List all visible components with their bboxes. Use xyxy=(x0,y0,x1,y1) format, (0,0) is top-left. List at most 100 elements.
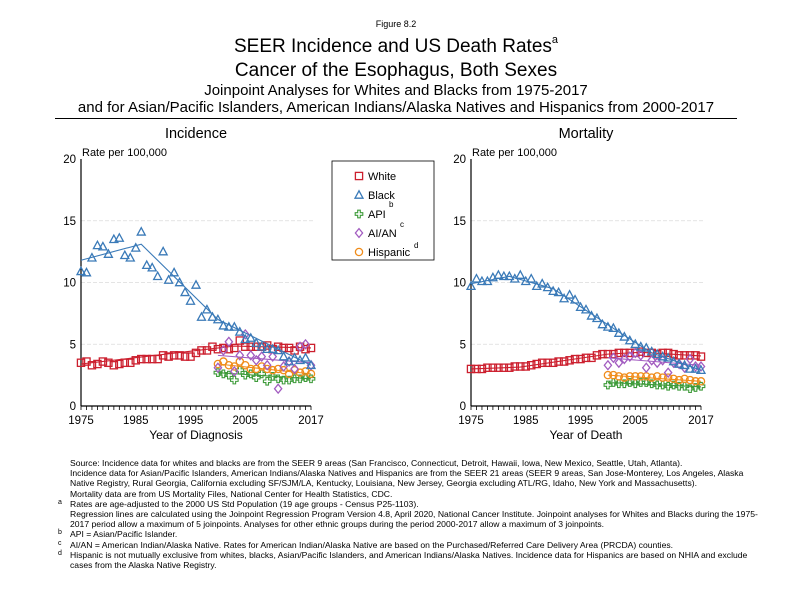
y-tick-label: 15 xyxy=(453,216,466,228)
x-tick-label: 1995 xyxy=(178,415,204,427)
data-point xyxy=(130,242,141,252)
data-point xyxy=(658,380,668,390)
footnote-mark: d xyxy=(58,549,62,557)
data-point xyxy=(537,278,548,288)
data-point xyxy=(636,349,646,361)
legend-label: Black xyxy=(368,190,395,202)
data-point xyxy=(273,383,283,395)
data-point xyxy=(641,362,651,374)
data-point xyxy=(663,348,673,358)
data-point xyxy=(218,320,229,330)
data-point xyxy=(256,341,267,351)
data-point xyxy=(179,286,191,297)
data-point xyxy=(93,359,102,369)
data-point xyxy=(108,233,119,244)
data-point xyxy=(663,367,673,379)
data-point xyxy=(614,357,624,369)
footnote: Mortality data are from US Mortality Fil… xyxy=(58,489,758,499)
trend-line xyxy=(80,243,312,366)
data-point xyxy=(229,375,239,385)
legend-footnote-mark: b xyxy=(389,200,394,209)
y-tick-label: 5 xyxy=(460,339,466,351)
x-tick-label: 1985 xyxy=(123,415,149,427)
data-point xyxy=(119,249,130,260)
data-point xyxy=(142,354,151,364)
footnote-text: API = Asian/Pacific Islander. xyxy=(70,529,178,540)
trend-line xyxy=(470,275,702,371)
legend-item-black: Black xyxy=(353,189,395,202)
chart-subtitle-2: Joinpoint Analyses for Whites and Blacks… xyxy=(204,82,588,99)
data-point xyxy=(515,269,526,279)
footnote-mark: c xyxy=(58,539,62,547)
x-tick-label: 1985 xyxy=(513,415,539,427)
footnote-mark: a xyxy=(58,498,62,506)
data-point xyxy=(630,347,640,359)
data-point xyxy=(591,312,603,323)
chart-subtitle-3: and for Asian/Pacific Islanders, America… xyxy=(77,99,715,116)
data-point xyxy=(131,356,141,365)
footnote: a Rates are age-adjusted to the 2000 US S… xyxy=(58,499,758,509)
x-tick-label: 2017 xyxy=(298,415,324,427)
legend-item-aian: AI/ANc xyxy=(354,220,404,240)
data-point xyxy=(268,351,278,363)
data-point xyxy=(680,374,689,384)
data-point xyxy=(230,343,239,353)
y-tick-label: 10 xyxy=(453,278,466,290)
data-point xyxy=(663,352,674,362)
legend-label: White xyxy=(368,171,396,183)
data-point xyxy=(510,362,520,371)
footnote: b API = Asian/Pacific Islander. xyxy=(58,529,758,539)
footnote-text: Hispanic is not mutually exclusive from … xyxy=(70,549,748,571)
data-point xyxy=(125,252,136,262)
data-point xyxy=(587,353,596,363)
legend-footnote-mark: c xyxy=(400,220,404,229)
data-point xyxy=(267,343,278,354)
y-tick-label: 0 xyxy=(460,401,466,413)
data-point xyxy=(136,226,147,236)
data-point xyxy=(169,267,180,277)
x-tick-label: 1975 xyxy=(458,415,484,427)
series-hispanic xyxy=(603,370,706,386)
data-point xyxy=(658,373,667,382)
data-point xyxy=(597,318,608,329)
data-point xyxy=(553,286,564,297)
y-axis-label: Rate per 100,000 xyxy=(472,147,557,159)
data-point xyxy=(696,352,706,361)
data-point xyxy=(164,352,173,361)
data-point xyxy=(290,363,300,375)
data-point xyxy=(224,336,234,348)
data-point xyxy=(174,276,185,287)
data-point xyxy=(262,359,272,371)
data-point xyxy=(652,372,662,381)
data-point xyxy=(201,304,213,314)
data-point xyxy=(191,348,201,358)
footnote: c AI/AN = American Indian/Alaska Native. … xyxy=(58,540,758,550)
data-point xyxy=(603,359,613,371)
data-point xyxy=(251,337,262,347)
square-marker-icon xyxy=(354,171,364,181)
data-point xyxy=(504,270,515,281)
chart-subtitle: Cancer of the Esophagus, Both Sexes xyxy=(234,60,558,81)
data-point xyxy=(465,280,477,291)
data-point xyxy=(115,359,124,369)
panel-title: Mortality xyxy=(559,126,615,142)
data-point xyxy=(620,373,629,382)
circle-marker-icon xyxy=(354,247,364,257)
data-point xyxy=(498,270,509,281)
cross-marker-icon xyxy=(354,209,364,219)
data-point xyxy=(564,289,575,299)
series-black xyxy=(465,269,707,375)
data-point xyxy=(180,352,190,361)
footnote-text: Source: Incidence data for whites and bl… xyxy=(70,458,683,468)
data-point xyxy=(608,322,619,333)
data-point xyxy=(684,363,696,373)
data-point xyxy=(235,336,245,345)
footnote: Source: Incidence data for whites and bl… xyxy=(58,458,758,468)
trend-line xyxy=(607,374,702,382)
legend-label: Hispanic xyxy=(368,247,411,259)
data-point xyxy=(262,343,273,354)
x-tick-label: 1975 xyxy=(68,415,94,427)
